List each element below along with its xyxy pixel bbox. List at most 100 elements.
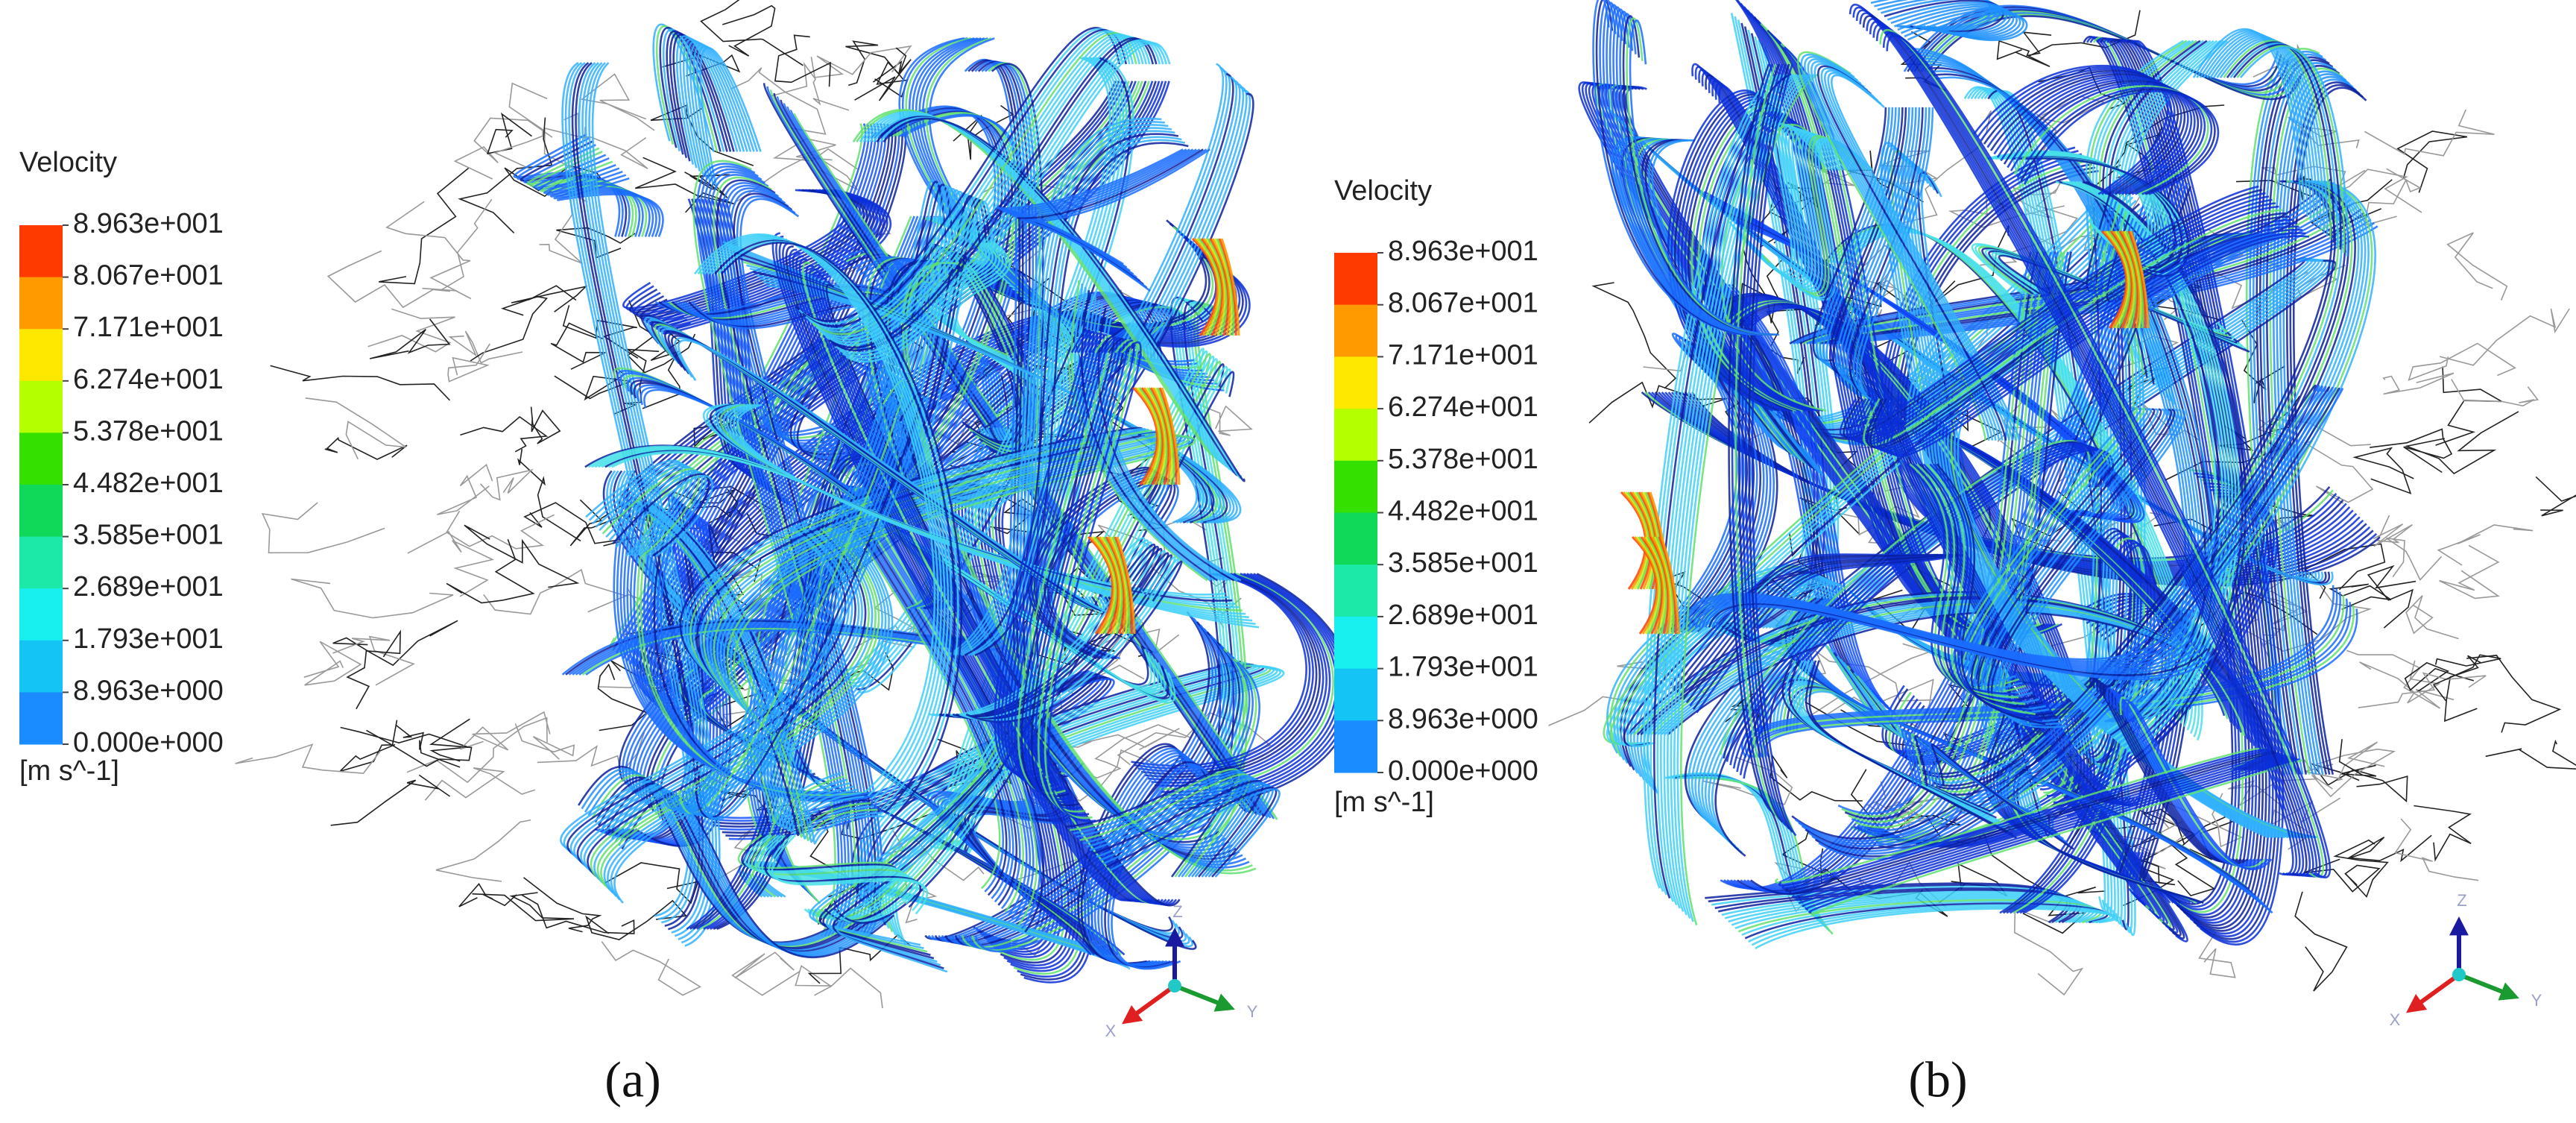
- wireframe: [453, 117, 553, 180]
- wireframe: [580, 73, 655, 131]
- streamline: [1805, 386, 2330, 850]
- streamline-bundle: [1705, 882, 2118, 949]
- wireframe: [2304, 741, 2385, 781]
- streamline: [1101, 309, 1238, 582]
- streamline-bundle: [585, 459, 713, 557]
- streamline: [679, 37, 742, 169]
- colorbar-band: [19, 588, 63, 641]
- streamline: [1811, 759, 2303, 917]
- streamline: [1769, 137, 1870, 299]
- x-axis-arrow: [1130, 984, 1176, 1019]
- streamline: [1872, 218, 2293, 450]
- streamline: [645, 189, 875, 324]
- streamline: [773, 733, 874, 840]
- streamline: [1091, 535, 1117, 635]
- wireframe: [2437, 524, 2534, 566]
- wireframe: [2358, 672, 2487, 708]
- wireframe: [448, 330, 523, 364]
- streamline: [739, 733, 842, 823]
- triad-origin: [1168, 979, 1181, 993]
- streamline: [828, 37, 1155, 349]
- streamline: [1875, 26, 2321, 878]
- wireframe: [2352, 447, 2414, 494]
- streamline: [971, 658, 1257, 951]
- streamline: [753, 733, 855, 830]
- streamline: [629, 189, 858, 313]
- streamline: [1832, 107, 1907, 382]
- legend-unit: [m s^-1]: [19, 755, 119, 787]
- streamline: [2075, 180, 2237, 753]
- streamline: [1000, 330, 1095, 780]
- wireframe: [261, 502, 385, 554]
- streamline-bundle: [1781, 660, 2017, 839]
- streamline: [1196, 237, 1221, 336]
- streamline: [1855, 9, 2301, 876]
- streamline: [1642, 536, 1665, 635]
- streamline: [2001, 408, 2185, 729]
- streamline: [1093, 779, 1264, 878]
- colorbar-band: [1334, 616, 1377, 670]
- streamline: [814, 356, 1215, 920]
- streamline-bundle: [997, 148, 1210, 292]
- colorbar-band: [19, 692, 63, 745]
- wireframe: [483, 568, 626, 615]
- streamline: [2068, 180, 2230, 746]
- wireframe: [324, 437, 408, 460]
- streamline: [611, 451, 1176, 704]
- streamline: [655, 25, 719, 152]
- wireframe: [424, 767, 536, 801]
- streamline: [1205, 238, 1227, 336]
- streamline: [736, 403, 1260, 629]
- streamline-bundle: [795, 27, 1171, 363]
- streamline: [1633, 535, 1660, 635]
- streamline: [660, 537, 887, 802]
- streamline-bundle: [1839, 185, 2310, 457]
- streamline: [1093, 536, 1118, 635]
- streamline: [1626, 17, 1776, 336]
- streamline: [1866, 212, 2286, 448]
- wireframe: [2303, 440, 2374, 504]
- wireframe: [326, 250, 450, 309]
- streamline: [2269, 67, 2343, 775]
- streamline: [1599, 0, 1749, 336]
- streamline: [1606, 4, 1756, 336]
- streamline: [1109, 788, 1281, 878]
- wireframe: [480, 468, 534, 501]
- streamline: [1788, 752, 2279, 896]
- colorbar-band: [1334, 304, 1377, 357]
- wireframe: [2439, 544, 2500, 600]
- streamline: [1211, 238, 1231, 336]
- streamline: [1619, 13, 1770, 336]
- streamline: [692, 160, 836, 937]
- wireframe: [810, 45, 912, 78]
- streamline: [520, 140, 628, 237]
- streamline: [1213, 238, 1233, 336]
- streamline: [1839, 185, 2259, 438]
- streamline: [1147, 387, 1169, 485]
- streamline: [669, 31, 732, 158]
- streamline: [777, 733, 878, 841]
- streamline-bundle: [640, 314, 1126, 617]
- streamline: [686, 40, 748, 175]
- colorbar-band: [19, 536, 63, 589]
- streamline: [1647, 536, 1668, 635]
- streamline: [801, 28, 1128, 327]
- streamline: [789, 248, 1143, 902]
- wireframe: [437, 463, 493, 515]
- streamline: [604, 782, 878, 953]
- streamline: [961, 130, 1175, 656]
- streamline: [1907, 13, 2028, 42]
- wireframe: [366, 718, 473, 767]
- streamline: [1097, 306, 1235, 582]
- y-axis-arrow: [1173, 984, 1225, 1007]
- streamline: [1689, 553, 1959, 707]
- wireframe: [330, 774, 451, 826]
- streamline: [1149, 387, 1170, 485]
- wireframe: [1996, 31, 2052, 60]
- streamline: [1708, 283, 1875, 694]
- x-axis-arrow: [2414, 972, 2460, 1008]
- streamline: [2239, 46, 2349, 257]
- wireframe: [2346, 649, 2455, 709]
- streamline: [746, 733, 848, 826]
- streamline: [1649, 536, 1670, 635]
